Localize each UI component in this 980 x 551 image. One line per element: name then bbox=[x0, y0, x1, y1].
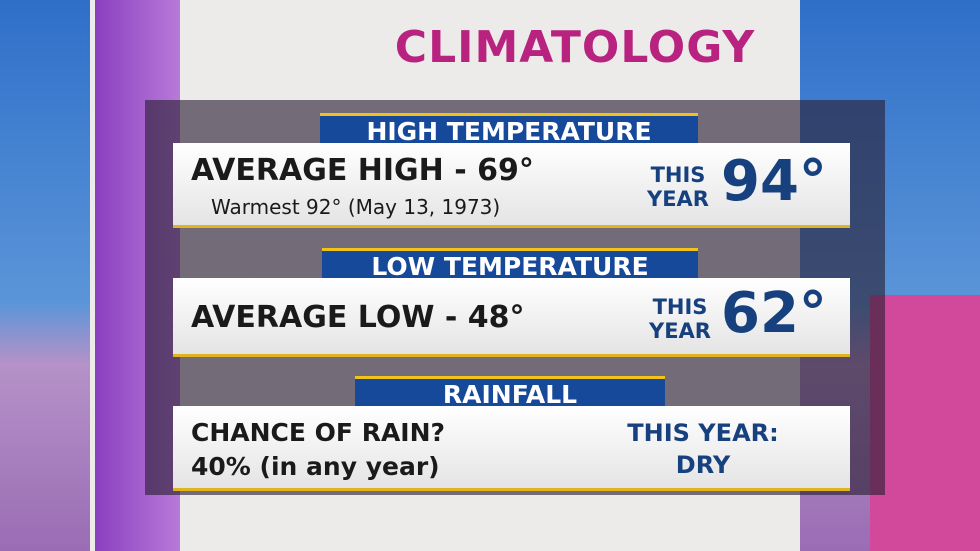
this-year-value: DRY bbox=[675, 451, 731, 479]
sub-text: 40% (in any year) bbox=[191, 452, 440, 481]
main-text: AVERAGE HIGH - 69° bbox=[191, 153, 534, 188]
gift-box bbox=[870, 295, 980, 551]
this-year-label: THIS YEAR: bbox=[627, 419, 779, 447]
sub-text: Warmest 92° (May 13, 1973) bbox=[211, 195, 501, 219]
section-header: HIGH TEMPERATURE bbox=[320, 113, 698, 146]
this-year-label: THIS YEAR bbox=[647, 163, 709, 211]
section-row: CHANCE OF RAIN? 40% (in any year) THIS Y… bbox=[173, 406, 850, 491]
section-header: LOW TEMPERATURE bbox=[322, 248, 698, 281]
main-text: CHANCE OF RAIN? bbox=[191, 418, 446, 447]
section-row: AVERAGE HIGH - 69° Warmest 92° (May 13, … bbox=[173, 143, 850, 228]
this-year-value: 94° bbox=[721, 149, 827, 214]
main-text: AVERAGE LOW - 48° bbox=[191, 300, 525, 335]
this-year-label: THIS YEAR bbox=[649, 295, 711, 343]
section-row: AVERAGE LOW - 48° THIS YEAR 62° bbox=[173, 278, 850, 357]
this-year-value: 62° bbox=[721, 281, 827, 346]
section-header: RAINFALL bbox=[355, 376, 665, 409]
title: CLIMATOLOGY bbox=[394, 22, 756, 73]
